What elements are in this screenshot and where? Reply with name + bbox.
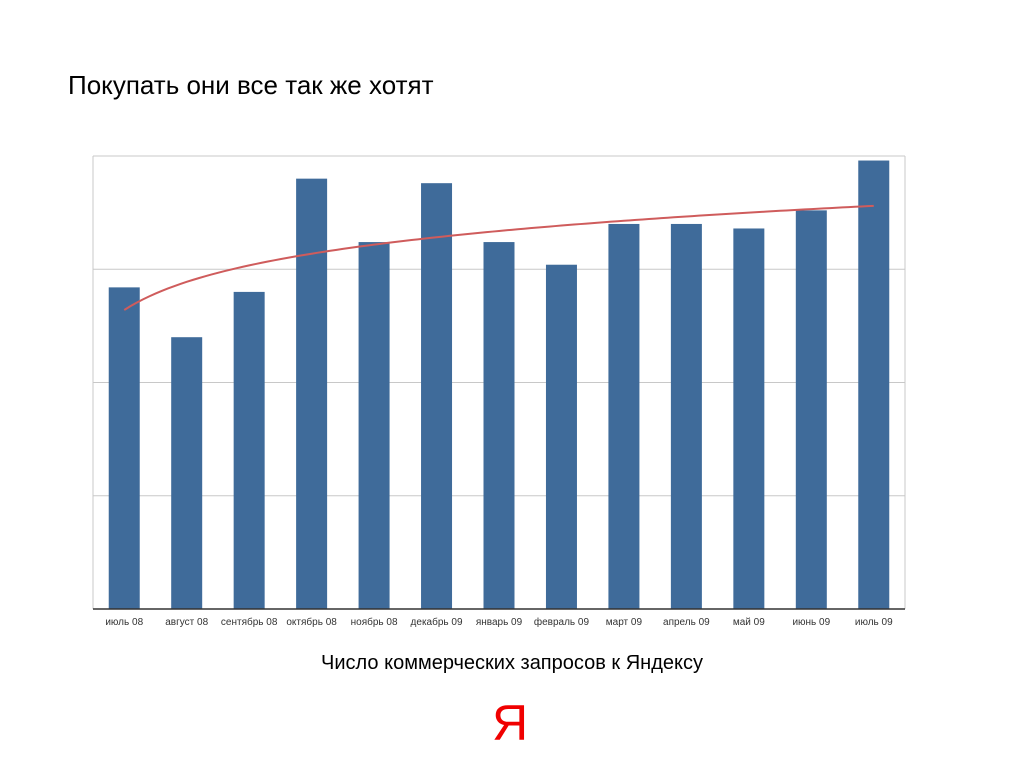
- x-tick-label-4: ноябрь 08: [351, 616, 398, 628]
- slide-title: Покупать они все так же хотят: [68, 70, 434, 100]
- x-tick-label-5: декабрь 09: [411, 616, 463, 628]
- x-tick-label-7: февраль 09: [534, 616, 590, 628]
- yandex-logo: Я: [491, 695, 529, 751]
- x-tick-label-3: октябрь 08: [286, 616, 337, 628]
- bar-3: [296, 178, 328, 609]
- bar-9: [670, 223, 702, 609]
- bar-0: [108, 287, 140, 609]
- bar-11: [795, 210, 827, 610]
- x-tick-label-10: май 09: [733, 617, 765, 628]
- bar-4: [358, 242, 390, 609]
- x-tick-label-9: апрель 09: [663, 617, 710, 628]
- trendline: [123, 204, 874, 311]
- bar-1: [171, 337, 203, 609]
- x-tick-labels: июль 08 август 08 сентябрь 08 октябрь 08 ноя…: [105, 616, 893, 628]
- x-tick-label-1: август 08: [165, 617, 208, 628]
- x-tick-label-6: январь 09: [476, 617, 523, 628]
- bar-2: [233, 291, 265, 609]
- x-tick-label-11: июнь 09: [792, 617, 830, 628]
- x-tick-label-2: сентябрь 08: [221, 616, 278, 628]
- bar-12: [858, 160, 890, 609]
- bar-6: [483, 242, 515, 609]
- x-tick-label-0: июль 08: [105, 617, 143, 628]
- bar-7: [545, 264, 577, 609]
- bars: [108, 160, 890, 610]
- bar-5: [421, 183, 453, 609]
- chart-caption: Число коммерческих запросов к Яндексу: [321, 652, 703, 674]
- bar-10: [733, 228, 765, 610]
- trendline-path: [123, 204, 874, 311]
- x-tick-label-8: март 09: [606, 617, 643, 628]
- x-tick-label-12: июль 09: [855, 617, 893, 628]
- bar-8: [608, 223, 640, 609]
- bar-chart: июль 08 август 08 сентябрь 08 октябрь 08 ноя…: [92, 155, 906, 628]
